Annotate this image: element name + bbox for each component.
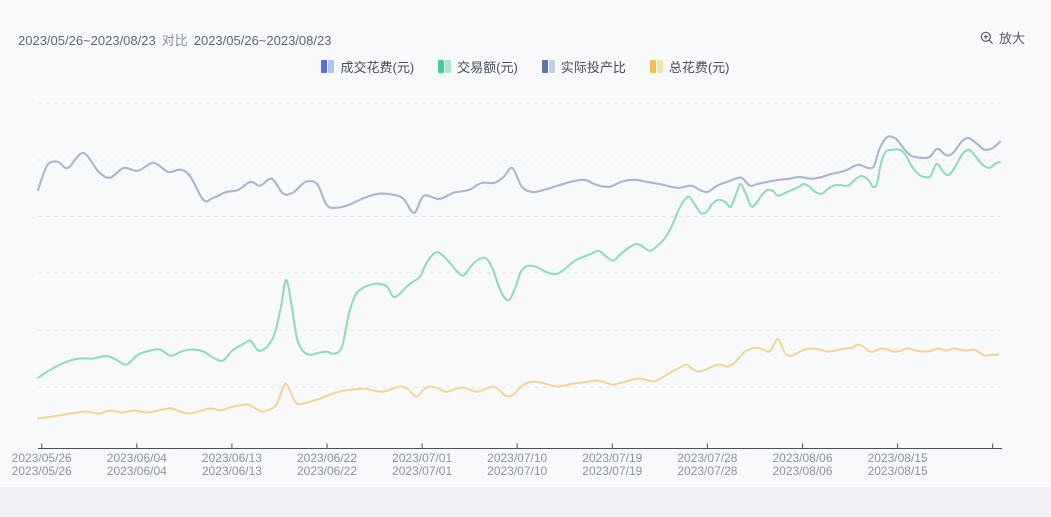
legend-marker-deal-cost [321, 60, 335, 73]
date-range-title: 2023/05/26~2023/08/23 对比 2023/05/26~2023/0… [18, 30, 331, 49]
legend-item-actual-roi[interactable]: 实际投产比 [541, 57, 626, 76]
legend-marker-total-cost [649, 60, 663, 73]
legend-label: 成交花费(元) [340, 60, 415, 75]
legend-item-total-cost[interactable]: 总花费(元) [649, 57, 730, 76]
bottom-panel [0, 487, 1051, 517]
magnifier-plus-icon [980, 31, 994, 45]
zoom-in-label: 放大 [998, 31, 1025, 46]
legend-label: 总花费(元) [668, 60, 730, 75]
legend-marker-transaction-amount [438, 60, 452, 73]
series-line-actual-roi [37, 135, 1001, 214]
series-line-transaction-amount [37, 148, 1001, 379]
legend-marker-actual-roi [541, 60, 555, 73]
legend-label: 交易额(元) [457, 60, 518, 75]
legend-label: 实际投产比 [560, 60, 626, 75]
zoom-in-button[interactable]: 放大 [980, 28, 1025, 47]
legend-item-transaction-amount[interactable]: 交易额(元) [438, 57, 518, 76]
series-line-deal-cost [37, 135, 1001, 214]
compare-period-text: 2023/05/26~2023/08/23 [193, 33, 332, 48]
chart-legend: 成交花费(元) 交易额(元) 实际投产比 总花费(元) [0, 57, 1051, 76]
legend-item-deal-cost[interactable]: 成交花费(元) [321, 57, 414, 76]
compare-word: 对比 [161, 33, 188, 48]
series-line-total-cost [37, 337, 1000, 420]
current-period-text: 2023/05/26~2023/08/23 [18, 33, 156, 48]
